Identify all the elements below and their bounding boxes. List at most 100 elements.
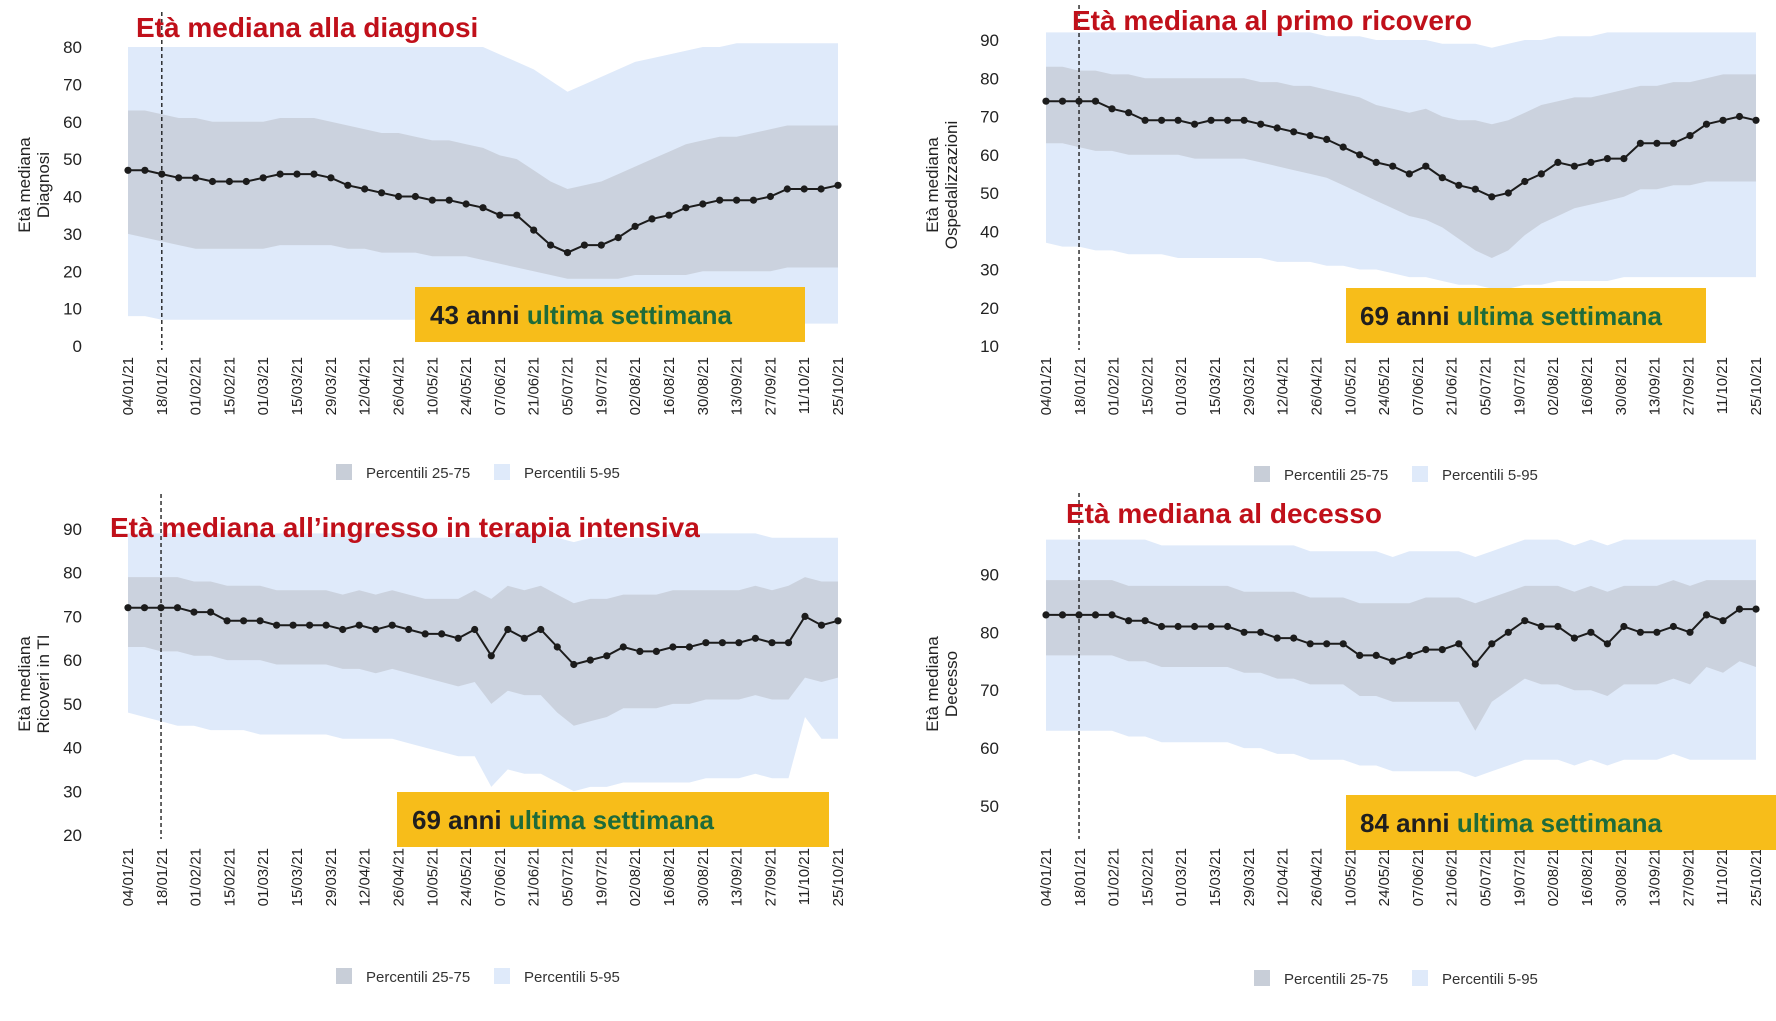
callout-text: ultima settimana <box>1457 808 1663 838</box>
y-tick-label: 50 <box>980 797 999 816</box>
legend: Percentili 25-75 Percentili 5-95 <box>336 464 620 482</box>
data-point <box>1521 177 1529 186</box>
x-tick-label: 29/03/21 <box>323 848 340 906</box>
x-tick-label: 15/02/21 <box>221 848 238 906</box>
y-axis-label: Età medianaRicoveri in TI <box>15 635 53 734</box>
data-point <box>487 652 495 660</box>
legend-swatch-5-95 <box>1412 466 1428 482</box>
x-tick-label: 15/03/21 <box>289 357 306 415</box>
data-point <box>1521 617 1529 625</box>
x-tick-label: 12/04/21 <box>357 848 374 906</box>
data-point <box>1389 162 1397 170</box>
x-tick-label: 01/02/21 <box>188 848 205 906</box>
data-point <box>207 608 215 616</box>
data-point <box>817 185 825 193</box>
chart-panel-terapia_intensiva: 20 30 40 50 60 70 80 90 Età medianaRicoveri in T… <box>15 494 847 986</box>
data-point <box>580 241 589 249</box>
data-point <box>454 634 462 642</box>
y-tick-label: 60 <box>63 651 82 670</box>
data-point <box>140 604 149 612</box>
data-point <box>1141 617 1149 625</box>
x-tick-label: 29/03/21 <box>1241 848 1258 906</box>
x-tick-label: 21/06/21 <box>526 848 543 906</box>
x-tick-label: 15/02/21 <box>1139 357 1156 415</box>
x-tick-label: 05/07/21 <box>560 357 577 415</box>
data-point <box>1290 128 1298 136</box>
x-tick-label: 24/05/21 <box>458 357 475 415</box>
data-point <box>614 234 622 242</box>
data-point <box>1207 622 1215 631</box>
data-point <box>124 604 132 612</box>
x-tick-label: 15/02/21 <box>1139 848 1156 906</box>
x-tick-label: 15/02/21 <box>221 357 238 415</box>
x-tick-label: 16/08/21 <box>661 357 678 415</box>
data-point <box>240 617 248 625</box>
data-point <box>1620 155 1628 163</box>
data-point <box>289 621 297 629</box>
x-tick-label: 25/10/21 <box>830 848 847 906</box>
data-point <box>173 604 182 612</box>
x-tick-label: 25/10/21 <box>830 357 847 415</box>
data-point <box>1603 155 1611 163</box>
y-tick-label: 90 <box>980 565 999 584</box>
data-point <box>327 174 335 182</box>
x-tick-label: 10/05/21 <box>424 357 441 415</box>
data-point <box>504 625 512 634</box>
x-tick-label: 12/04/21 <box>357 357 374 415</box>
x-tick-label: 02/08/21 <box>1545 357 1562 415</box>
x-tick-label: 05/07/21 <box>560 848 577 906</box>
callout-text: ultima settimana <box>509 805 715 835</box>
data-point <box>306 621 314 629</box>
data-point <box>405 625 413 634</box>
data-point <box>735 639 743 647</box>
data-point <box>1702 611 1711 619</box>
data-point <box>1158 116 1166 124</box>
data-point <box>1174 116 1182 124</box>
legend-swatch-25-75 <box>1254 970 1270 986</box>
data-point <box>1405 651 1413 660</box>
callout-label: 69 anni ultima settimana <box>412 805 715 835</box>
callout-box <box>397 792 829 847</box>
data-point <box>273 621 281 629</box>
legend-label-25-75: Percentili 25-75 <box>366 465 470 482</box>
data-point <box>1471 660 1479 668</box>
data-point <box>479 204 487 212</box>
data-point <box>1504 189 1512 197</box>
data-point <box>1438 646 1446 654</box>
data-point <box>1125 109 1133 117</box>
data-point <box>751 634 760 642</box>
data-point <box>619 643 627 651</box>
x-tick-label: 26/04/21 <box>391 848 408 906</box>
x-tick-label: 01/02/21 <box>188 357 205 415</box>
y-tick-label: 60 <box>980 146 999 165</box>
x-tick-label: 15/03/21 <box>1207 357 1224 415</box>
data-point <box>190 608 198 616</box>
y-axis-label-line: Età mediana <box>15 636 34 732</box>
y-tick-label: 70 <box>63 607 82 626</box>
data-point <box>276 170 284 178</box>
data-point <box>1752 116 1760 124</box>
data-point <box>1554 158 1562 166</box>
data-point <box>1257 120 1265 128</box>
data-point <box>1158 622 1166 631</box>
callout-number: 69 anni <box>1360 301 1457 331</box>
data-point <box>428 196 436 204</box>
x-tick-label: 11/10/21 <box>1714 357 1731 414</box>
data-point <box>388 621 396 629</box>
y-tick-label: 90 <box>63 520 82 539</box>
x-tick-label: 24/05/21 <box>1376 357 1393 415</box>
x-tick-label: 18/01/21 <box>1072 848 1089 906</box>
y-tick-label: 40 <box>63 739 82 758</box>
data-point <box>438 630 446 638</box>
y-axis-label-line: Diagnosi <box>34 152 53 218</box>
x-tick-label: 04/01/21 <box>1038 357 1055 415</box>
x-tick-label: 04/01/21 <box>1038 848 1055 906</box>
x-tick-label: 10/05/21 <box>1342 357 1359 415</box>
data-point <box>1141 116 1149 124</box>
data-point <box>563 249 572 257</box>
x-tick-label: 11/10/21 <box>1714 848 1731 905</box>
data-point <box>553 643 561 651</box>
x-tick-label: 12/04/21 <box>1275 357 1292 415</box>
data-point <box>1356 651 1364 660</box>
